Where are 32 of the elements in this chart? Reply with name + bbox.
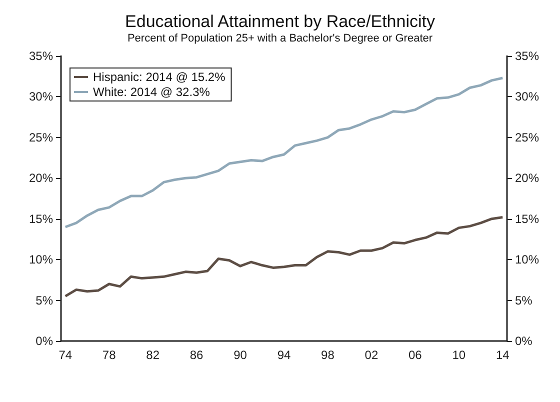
x-tick-label: 02 xyxy=(364,348,378,362)
x-tick-label: 14 xyxy=(496,348,510,362)
y2-tick-label: 0% xyxy=(515,334,533,348)
y-tick-label: 10% xyxy=(28,252,54,267)
y-tick-label: 5% xyxy=(36,293,54,308)
chart-title: Educational Attainment by Race/Ethnicity xyxy=(125,12,436,31)
y2-tick-label: 15% xyxy=(515,212,540,226)
y-tick-label: 35% xyxy=(28,49,54,63)
y2-tick-label: 10% xyxy=(515,252,540,267)
y-tick-label: 20% xyxy=(28,171,54,186)
y2-tick-label: 20% xyxy=(515,171,540,186)
y2-tick-label: 30% xyxy=(515,90,540,104)
legend-label: Hispanic: 2014 @ 15.2% xyxy=(93,70,226,84)
y-tick-label: 0% xyxy=(36,334,54,348)
x-tick-label: 82 xyxy=(146,348,160,362)
y2-tick-label: 35% xyxy=(515,49,540,63)
x-tick-label: 90 xyxy=(234,348,248,362)
x-tick-label: 74 xyxy=(58,348,72,362)
y-tick-label: 30% xyxy=(28,90,54,104)
y-tick-label: 25% xyxy=(28,130,54,144)
x-tick-label: 94 xyxy=(277,348,291,362)
chart-subtitle: Percent of Population 25+ with a Bachelor's Degree or Greater xyxy=(127,32,433,44)
y2-tick-label: 25% xyxy=(515,130,540,144)
y2-tick-label: 5% xyxy=(515,293,533,308)
x-tick-label: 06 xyxy=(408,348,422,362)
x-tick-label: 10 xyxy=(452,348,466,362)
x-tick-label: 78 xyxy=(102,348,116,362)
y-tick-label: 15% xyxy=(28,212,54,226)
line-series xyxy=(64,216,504,298)
x-tick-label: 86 xyxy=(190,348,204,362)
legend-label: White: 2014 @ 32.3% xyxy=(93,85,210,99)
x-tick-label: 98 xyxy=(321,348,335,362)
